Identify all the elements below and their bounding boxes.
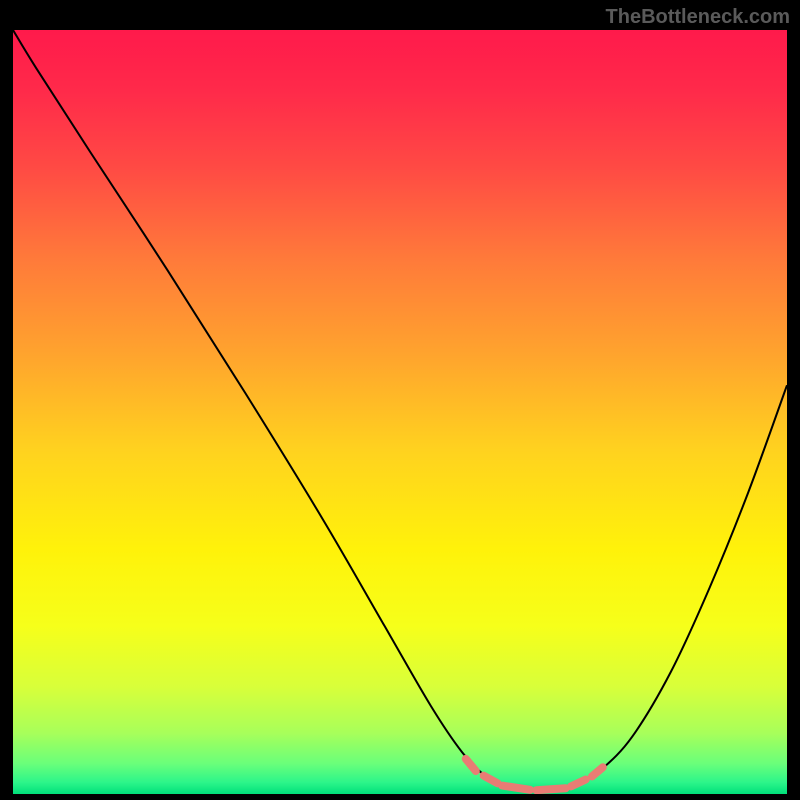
attribution-label: TheBottleneck.com	[606, 6, 790, 29]
figure-root: TheBottleneck.com	[0, 0, 800, 800]
gradient-background	[13, 30, 787, 794]
trough-tick	[502, 786, 530, 790]
trough-tick	[536, 788, 565, 790]
plot-svg	[13, 30, 787, 794]
plot-area	[13, 30, 787, 794]
